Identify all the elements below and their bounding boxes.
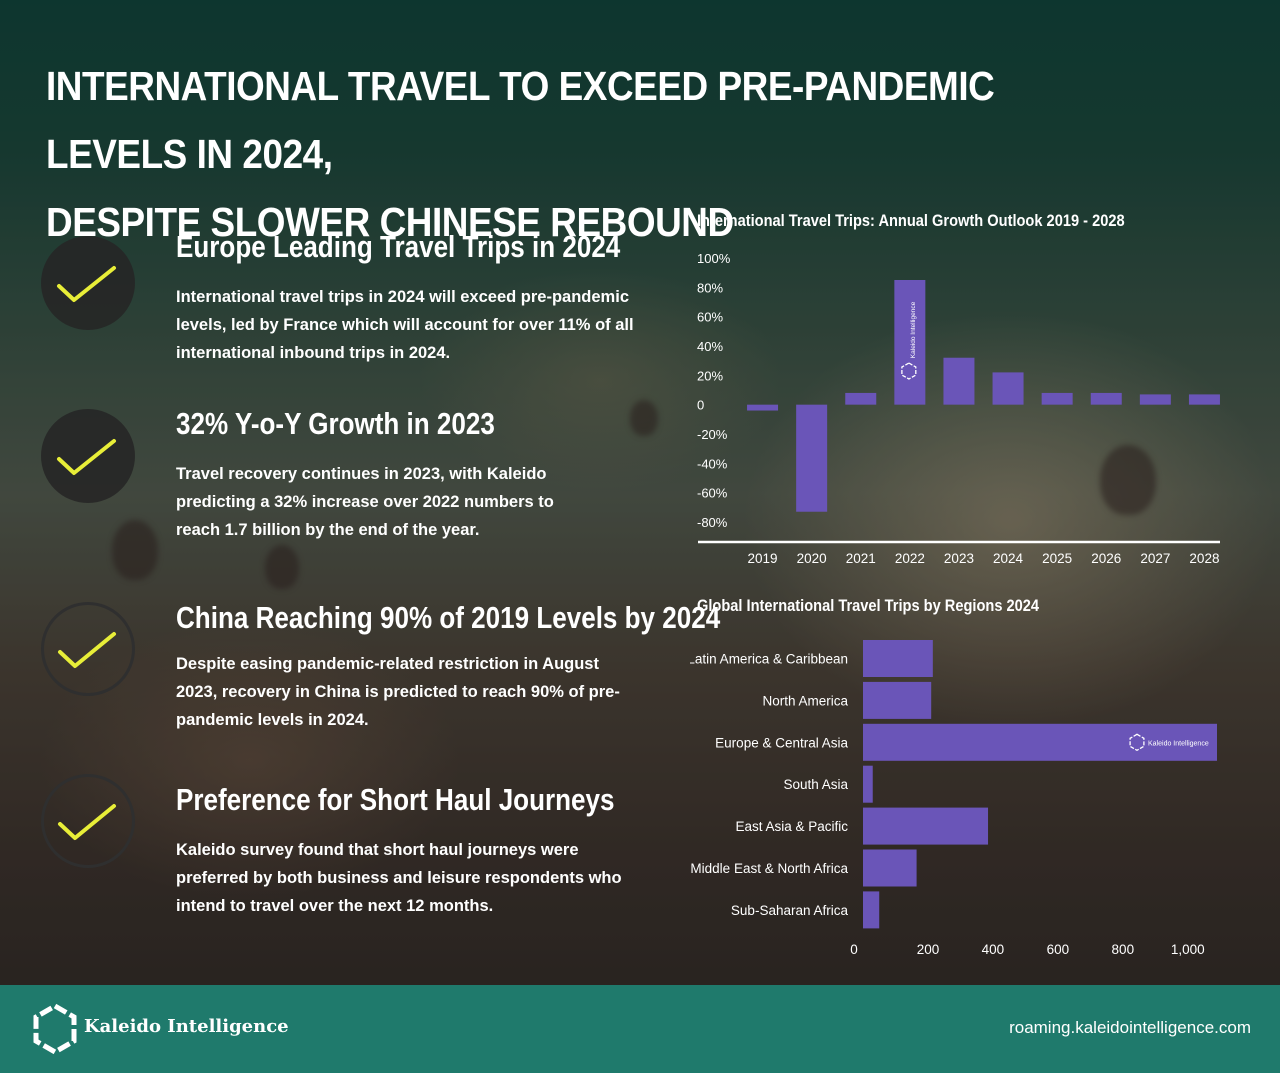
y-axis-tick-label: 40% bbox=[697, 339, 723, 354]
balloon-image bbox=[265, 545, 299, 589]
bar bbox=[863, 807, 989, 845]
x-axis-tick-label: 1,000 bbox=[1171, 942, 1205, 957]
footer: Kaleido Intelligence roaming.kaleidointe… bbox=[0, 985, 1280, 1073]
x-axis-tick-label: 600 bbox=[1047, 942, 1070, 957]
x-axis-tick-label: 2023 bbox=[944, 551, 974, 566]
balloon-image bbox=[112, 520, 158, 580]
watermark-text: Kaleido Intelligence bbox=[1148, 740, 1209, 747]
bar bbox=[863, 849, 917, 887]
check-icon bbox=[57, 439, 116, 475]
page-title-line-1: INTERNATIONAL TRAVEL TO EXCEED PRE-PANDE… bbox=[46, 63, 995, 177]
y-axis-category-label: North America bbox=[762, 693, 848, 708]
feature-title-growth: 32% Y-o-Y Growth in 2023 bbox=[176, 406, 495, 441]
x-axis-tick-label: 0 bbox=[850, 942, 858, 957]
regions-chart-title: Global International Travel Trips by Reg… bbox=[697, 596, 1040, 615]
y-axis-category-label: South Asia bbox=[783, 777, 848, 792]
y-axis-category-label: Latin America & Caribbean bbox=[690, 652, 848, 667]
bar bbox=[863, 891, 880, 929]
x-axis-tick-label: 2019 bbox=[748, 551, 778, 566]
x-axis-tick-label: 800 bbox=[1112, 942, 1135, 957]
bar bbox=[992, 372, 1024, 405]
bar bbox=[845, 392, 877, 405]
bar bbox=[747, 404, 779, 411]
regions-trips-chart: Latin America & Caribbean North America Eu… bbox=[690, 640, 1217, 957]
y-axis-category-label: Europe & Central Asia bbox=[715, 735, 848, 750]
bar bbox=[863, 723, 1217, 761]
bar bbox=[1139, 394, 1171, 405]
bar bbox=[1041, 392, 1073, 405]
watermark-logo-icon bbox=[901, 362, 917, 380]
feature-body-europe: International travel trips in 2024 will … bbox=[176, 288, 634, 362]
checkmark-badge bbox=[41, 774, 135, 868]
x-axis-tick-label: 2028 bbox=[1189, 551, 1219, 566]
x-axis-tick-label: 2026 bbox=[1091, 551, 1121, 566]
x-axis-tick-label: 2020 bbox=[797, 551, 827, 566]
y-axis-tick-label: -60% bbox=[697, 486, 728, 501]
x-axis-tick-label: 2025 bbox=[1042, 551, 1072, 566]
y-axis-tick-label: -80% bbox=[697, 515, 728, 530]
y-axis-tick-label: 20% bbox=[697, 368, 723, 383]
brand-name: Kaleido Intelligence bbox=[84, 1016, 289, 1037]
check-icon bbox=[58, 632, 116, 668]
kaleido-logo-icon bbox=[33, 1003, 77, 1055]
bar bbox=[796, 404, 828, 512]
x-axis-tick-label: 2021 bbox=[846, 551, 876, 566]
feature-title-europe: Europe Leading Travel Trips in 2024 bbox=[176, 229, 621, 264]
x-axis-tick-label: 400 bbox=[982, 942, 1005, 957]
x-axis-tick-label: 2024 bbox=[993, 551, 1024, 566]
y-axis-tick-label: 100% bbox=[697, 251, 731, 266]
x-axis-tick-label: 200 bbox=[917, 942, 940, 957]
growth-chart-title: International Travel Trips: Annual Growt… bbox=[697, 211, 1125, 230]
checkmark-badge bbox=[41, 602, 135, 696]
feature-title-china: China Reaching 90% of 2019 Levels by 202… bbox=[176, 600, 721, 635]
y-axis-tick-label: 0 bbox=[697, 398, 704, 413]
y-axis-category-label: Middle East & North Africa bbox=[690, 861, 848, 876]
y-axis-tick-label: 80% bbox=[697, 280, 723, 295]
checkmark-badge bbox=[41, 409, 135, 503]
feature-body-short-haul: Kaleido survey found that short haul jou… bbox=[176, 841, 622, 915]
x-axis-tick-label: 2027 bbox=[1140, 551, 1170, 566]
y-axis-tick-label: 60% bbox=[697, 310, 723, 325]
y-axis-category-label: Sub-Saharan Africa bbox=[731, 903, 849, 918]
watermark-logo-icon bbox=[1129, 733, 1145, 752]
page-title-line-2: DESPITE SLOWER CHINESE REBOUND bbox=[46, 199, 734, 245]
y-axis-category-label: East Asia & Pacific bbox=[735, 819, 848, 834]
feature-title-short-haul: Preference for Short Haul Journeys bbox=[176, 782, 615, 817]
background-shade bbox=[0, 0, 1280, 985]
x-axis-tick-label: 2022 bbox=[895, 551, 925, 566]
bar bbox=[863, 765, 873, 803]
check-icon bbox=[57, 266, 116, 302]
feature-body-china: Despite easing pandemic-related restrict… bbox=[176, 655, 620, 729]
bar bbox=[1188, 394, 1220, 405]
check-icon bbox=[58, 804, 116, 840]
checkmark-badge bbox=[41, 236, 135, 330]
y-axis-tick-label: -20% bbox=[697, 427, 728, 442]
bar bbox=[863, 681, 932, 719]
balloon-image bbox=[1100, 445, 1156, 515]
page-title: INTERNATIONAL TRAVEL TO EXCEED PRE-PANDE… bbox=[46, 52, 1126, 256]
bar bbox=[863, 640, 933, 677]
balloon-image bbox=[630, 400, 658, 436]
bar bbox=[943, 357, 975, 405]
feature-body-growth: Travel recovery continues in 2023, with … bbox=[176, 465, 554, 539]
y-axis-tick-label: -40% bbox=[697, 456, 728, 471]
watermark-text: Kaleido Intelligence bbox=[910, 301, 917, 358]
bar bbox=[894, 280, 926, 405]
growth-outlook-chart: 100% 80% 60% 40% 20% 0 -20% -40% -60% -80% 2019 202… bbox=[697, 251, 1220, 566]
bar bbox=[1090, 392, 1122, 405]
website-link[interactable]: roaming.kaleidointelligence.com bbox=[1009, 1018, 1251, 1037]
